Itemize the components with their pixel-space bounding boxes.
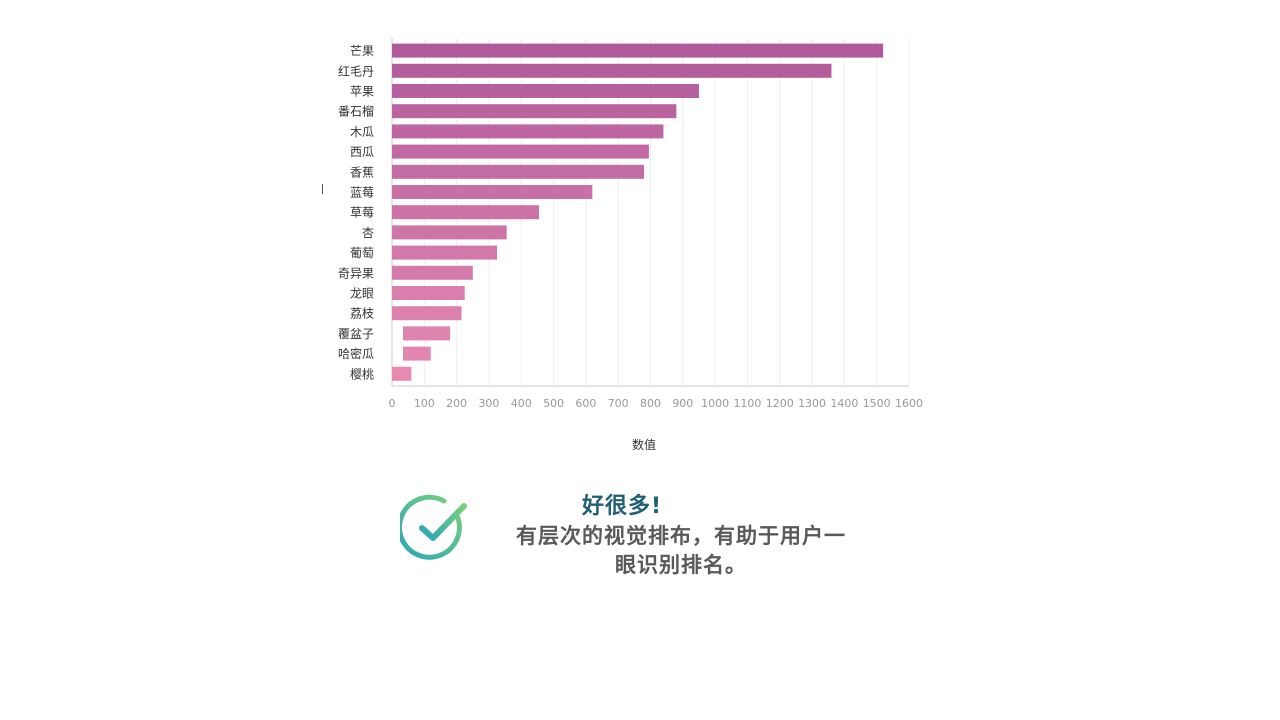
bar-chart: 0 100 200 300 400 500 600 700 800 900 1000 1100 1200… [338, 38, 923, 410]
x-tick-label: 500 [543, 397, 564, 410]
y-tick-label: 红毛丹 [338, 63, 374, 78]
x-tick-label: 1500 [863, 397, 891, 410]
bar [392, 205, 540, 220]
callout-body-line2: 眼识别排名。 [615, 553, 747, 577]
x-tick-label: 0 [389, 397, 396, 410]
bar [392, 63, 832, 78]
x-tick-label: 1600 [895, 397, 923, 410]
stray-tick-mark [322, 184, 323, 194]
check-circle-icon [400, 494, 467, 560]
bar [403, 326, 451, 341]
y-tick-label: 蓝莓 [350, 186, 374, 200]
bar [392, 144, 649, 159]
y-tick-label: 西瓜 [350, 145, 374, 159]
y-tick-label: 龙眼 [350, 287, 374, 301]
y-tick-label: 番石榴 [338, 105, 374, 119]
y-tick-label: 香蕉 [350, 165, 374, 179]
y-tick-label: 荔枝 [350, 306, 374, 321]
x-tick-label: 100 [414, 397, 435, 410]
bar [392, 306, 462, 321]
y-tick-label: 樱桃 [350, 366, 374, 381]
x-axis-label: 数值 [631, 438, 656, 452]
x-tick-label: 1300 [798, 397, 826, 410]
y-tick-label: 哈密瓜 [338, 346, 374, 361]
callout-title: 好很多! [582, 494, 663, 519]
x-tick-label: 900 [672, 397, 693, 410]
x-tick-label: 400 [511, 397, 532, 410]
y-tick-label: 芒果 [350, 43, 374, 58]
callout-body-line1: 有层次的视觉排布，有助于用户一 [516, 524, 846, 548]
bar [392, 286, 465, 300]
x-tick-label: 600 [575, 397, 596, 410]
y-tick-label: 覆盆子 [338, 327, 374, 341]
bar [392, 84, 699, 98]
x-tick-label: 1400 [830, 397, 858, 410]
y-tick-label: 草莓 [350, 206, 374, 220]
x-tick-label: 300 [478, 397, 499, 410]
bar [392, 104, 677, 119]
x-tick-label: 1000 [701, 397, 729, 410]
x-tick-label: 200 [446, 397, 467, 410]
callout-body: 有层次的视觉排布，有助于用户一 眼识别排名。 [496, 522, 866, 580]
callout: 好很多! 有层次的视觉排布，有助于用户一 眼识别排名。 [400, 488, 880, 588]
bar [403, 346, 431, 361]
bar [392, 124, 664, 139]
y-tick-label: 苹果 [350, 85, 374, 99]
x-tick-label: 800 [640, 397, 661, 410]
y-tick-label: 杏 [362, 226, 374, 240]
bar [392, 43, 884, 58]
y-tick-label: 木瓜 [350, 125, 374, 139]
bar [392, 225, 507, 240]
x-tick-label: 1200 [766, 397, 794, 410]
bar [392, 366, 412, 381]
bar [392, 185, 593, 199]
y-tick-label: 奇异果 [338, 266, 374, 280]
x-tick-label: 700 [608, 397, 629, 410]
x-tick-label: 1100 [733, 397, 761, 410]
bar [392, 164, 645, 179]
bar [392, 245, 498, 260]
y-tick-label: 葡萄 [350, 246, 374, 260]
bar [392, 265, 473, 280]
